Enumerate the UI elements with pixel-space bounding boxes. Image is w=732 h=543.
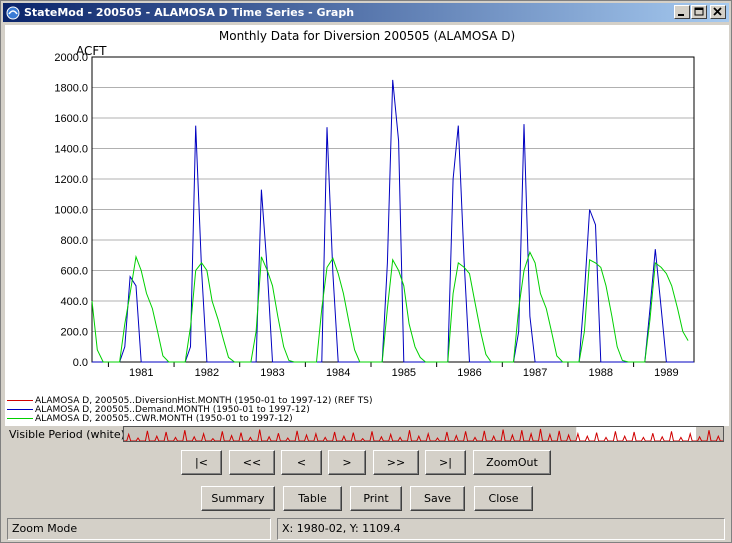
chart-title: Monthly Data for Diversion 200505 (ALAMO…: [218, 29, 516, 43]
legend-label: ALAMOSA D, 200505..CWR.MONTH (1950-01 to…: [35, 413, 293, 424]
close-icon: [713, 7, 722, 16]
summary-button[interactable]: Summary: [201, 486, 275, 511]
last-page-button[interactable]: >|: [425, 450, 466, 475]
plot-svg[interactable]: 0.0 200.0 400.0 600.0 800.0 1000.0 1200.0 1400.…: [5, 25, 729, 393]
visible-period-overview[interactable]: [123, 426, 724, 442]
step-back-button[interactable]: <: [281, 450, 322, 475]
table-button[interactable]: Table: [283, 486, 342, 511]
first-page-button[interactable]: |<: [181, 450, 222, 475]
series-line-demand: [92, 79, 694, 363]
legend-item-diversion: ALAMOSA D, 200505..DiversionHist.MONTH (…: [5, 395, 729, 406]
x-tick-label: 1985: [392, 367, 416, 379]
status-coordinates: X: 1980-02, Y: 1109.4: [277, 518, 725, 540]
x-tick-label: 1986: [457, 367, 481, 379]
step-forward-button[interactable]: >: [328, 450, 366, 475]
x-tick-label: 1983: [260, 367, 284, 379]
zoom-out-button[interactable]: ZoomOut: [473, 450, 551, 475]
legend-swatch: [7, 409, 33, 410]
x-tick-label: 1982: [195, 367, 219, 379]
save-button[interactable]: Save: [410, 486, 465, 511]
legend: ALAMOSA D, 200505..DiversionHist.MONTH (…: [5, 392, 729, 426]
app-icon: [6, 6, 20, 19]
x-tick-label: 1988: [589, 367, 613, 379]
legend-item-demand: ALAMOSA D, 200505..Demand.MONTH (1950-01…: [5, 404, 729, 415]
legend-swatch: [7, 418, 33, 419]
status-mode: Zoom Mode: [7, 518, 271, 540]
y-tick-label: 2000.0: [54, 52, 88, 64]
close-button[interactable]: Close: [474, 486, 533, 511]
title-bar[interactable]: StateMod - 200505 - ALAMOSA D Time Serie…: [3, 3, 729, 22]
y-tick-label: 1800.0: [54, 83, 88, 95]
legend-label: ALAMOSA D, 200505..DiversionHist.MONTH (…: [35, 395, 373, 406]
legend-swatch: [7, 400, 33, 401]
page-forward-button[interactable]: >>: [373, 450, 419, 475]
y-tick-label: 600.0: [60, 266, 88, 278]
print-button[interactable]: Print: [350, 486, 402, 511]
y-tick-label: 800.0: [60, 235, 88, 247]
y-tick-label: 1000.0: [54, 205, 88, 217]
y-tick-label: 0.0: [73, 357, 88, 369]
maximize-button[interactable]: [691, 5, 707, 19]
window-title: StateMod - 200505 - ALAMOSA D Time Serie…: [24, 6, 355, 19]
y-axis-unit: ACFT: [76, 44, 107, 58]
chart-area[interactable]: Monthly Data for Diversion 200505 (ALAMO…: [5, 25, 729, 421]
plot-border: [91, 56, 695, 363]
y-tick-label: 1200.0: [54, 174, 88, 186]
window-controls: [673, 5, 726, 19]
series-line-cwr: [91, 250, 689, 363]
close-window-button[interactable]: [710, 5, 726, 19]
legend-label: ALAMOSA D, 200505..Demand.MONTH (1950-01…: [35, 404, 310, 415]
x-tick-label: 1984: [326, 367, 350, 379]
x-tick-label: 1987: [523, 367, 547, 379]
overview-line: [124, 428, 723, 441]
overview-svg[interactable]: [124, 427, 723, 441]
minimize-button[interactable]: [674, 5, 690, 19]
x-tick-label: 1989: [654, 367, 678, 379]
y-tick-label: 400.0: [60, 296, 88, 308]
page-back-button[interactable]: <<: [229, 450, 275, 475]
minimize-icon: [678, 14, 684, 16]
legend-item-cwr: ALAMOSA D, 200505..CWR.MONTH (1950-01 to…: [5, 413, 729, 424]
y-tick-label: 200.0: [60, 327, 88, 339]
maximize-icon: [694, 7, 704, 16]
y-tick-label: 1400.0: [54, 144, 88, 156]
visible-period-label: Visible Period (white):: [9, 428, 129, 441]
x-tick-label: 1981: [129, 367, 153, 379]
y-tick-label: 1600.0: [54, 113, 88, 125]
